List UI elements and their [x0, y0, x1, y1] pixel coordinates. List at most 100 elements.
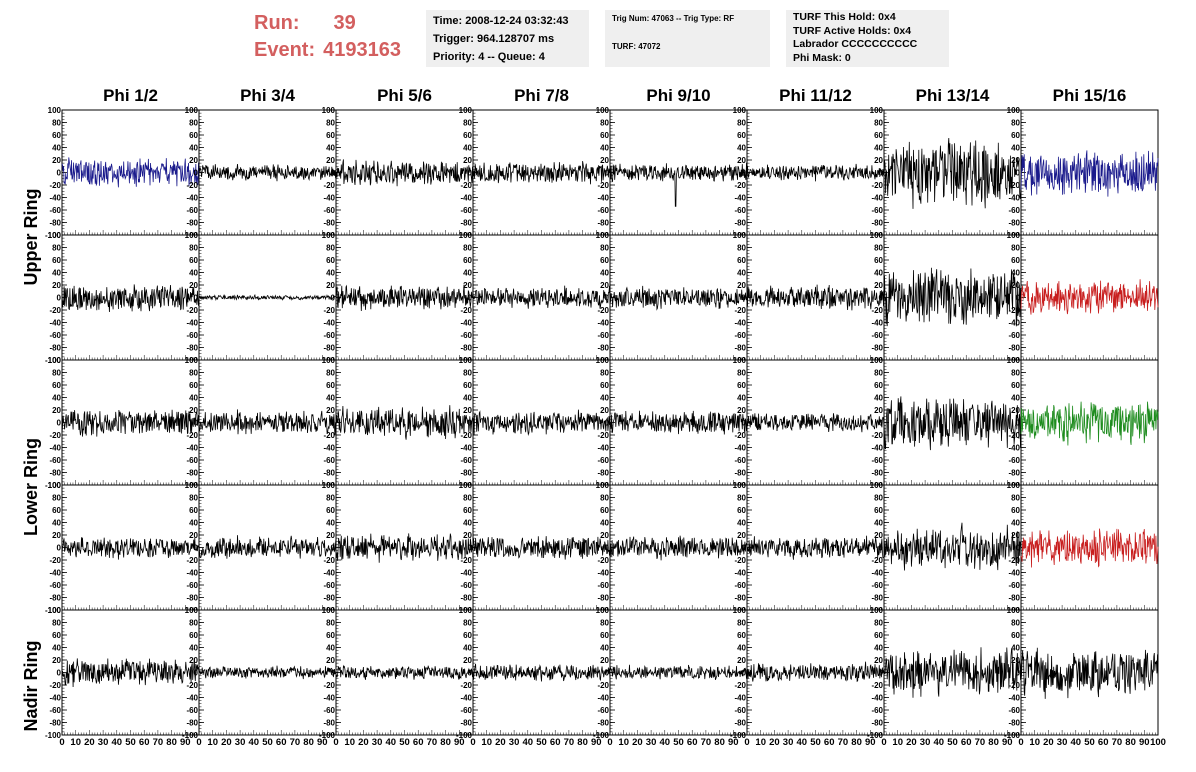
y-tick-label: -80: [186, 469, 198, 478]
y-tick-label: 100: [459, 356, 473, 365]
y-tick-label: 80: [463, 244, 472, 253]
y-tick-label: 0: [194, 669, 199, 678]
waveform-trace: [883, 522, 1022, 571]
x-tick-label: 90: [728, 737, 739, 748]
y-tick-label: 100: [185, 106, 199, 115]
waveform-trace: [335, 284, 474, 312]
y-tick-label: 100: [322, 106, 336, 115]
x-tick-label: 10: [207, 737, 218, 748]
y-tick-label: 60: [874, 131, 883, 140]
x-tick-label: 90: [1002, 737, 1013, 748]
y-tick-label: -20: [460, 556, 472, 565]
y-tick-label: 0: [879, 294, 884, 303]
y-tick-label: -80: [323, 219, 335, 228]
y-tick-label: -100: [456, 731, 473, 740]
y-tick-label: -60: [323, 706, 335, 715]
y-tick-label: -20: [323, 306, 335, 315]
waveform-trace: [198, 163, 337, 182]
y-tick-label: 40: [189, 519, 198, 528]
y-tick-label: 60: [189, 506, 198, 515]
waveform-trace: [609, 535, 748, 561]
x-tick-label: 60: [550, 737, 561, 748]
y-tick-label: 20: [189, 406, 198, 415]
y-tick-label: 80: [52, 119, 61, 128]
y-tick-label: -20: [49, 681, 61, 690]
y-tick-label: -40: [49, 569, 61, 578]
y-tick-label: -40: [49, 444, 61, 453]
y-tick-label: 60: [600, 256, 609, 265]
waveform-trace: [883, 137, 1022, 209]
y-tick-label: 80: [326, 619, 335, 628]
y-tick-label: 100: [459, 606, 473, 615]
y-tick-label: -60: [734, 706, 746, 715]
y-tick-label: -40: [323, 569, 335, 578]
x-tick-label: 40: [386, 737, 397, 748]
y-tick-label: 0: [57, 169, 62, 178]
y-tick-label: -20: [1008, 181, 1020, 190]
y-tick-label: -100: [319, 731, 336, 740]
y-tick-label: -40: [1008, 694, 1020, 703]
x-tick-label: 50: [673, 737, 684, 748]
y-tick-label: 80: [600, 244, 609, 253]
y-tick-label: 0: [57, 419, 62, 428]
y-tick-label: -20: [871, 431, 883, 440]
y-tick-label: -80: [871, 719, 883, 728]
panel-r2-c0: -100 -80 -60 -40 -20 0 20 40 60 80 100: [45, 356, 200, 490]
y-tick-label: -60: [186, 706, 198, 715]
y-tick-label: -60: [460, 206, 472, 215]
y-tick-label: 80: [737, 369, 746, 378]
y-tick-label: -20: [460, 306, 472, 315]
panel-frame: [472, 484, 611, 611]
y-tick-label: 40: [1011, 644, 1020, 653]
y-tick-label: -40: [871, 444, 883, 453]
waveform-trace: [61, 284, 200, 313]
run-event-header: Run: 39 Event: 4193163: [254, 10, 401, 64]
y-tick-label: -60: [871, 581, 883, 590]
waveform-trace: [198, 535, 337, 559]
x-tick-label: 20: [769, 737, 780, 748]
column-header-phi-15-16: Phi 15/16: [1052, 86, 1127, 105]
y-tick-label: -40: [597, 444, 609, 453]
y-tick-label: 100: [48, 106, 62, 115]
x-tick-label: 40: [934, 737, 945, 748]
y-tick-label: -60: [1008, 206, 1020, 215]
waveform-trace: [61, 537, 200, 560]
y-tick-label: -40: [323, 194, 335, 203]
y-tick-label: 20: [189, 531, 198, 540]
waveform-trace: [746, 535, 885, 560]
y-tick-label: 40: [52, 644, 61, 653]
y-tick-label: -40: [871, 569, 883, 578]
y-tick-label: -60: [871, 206, 883, 215]
x-tick-label: 20: [906, 737, 917, 748]
y-tick-label: -80: [460, 594, 472, 603]
x-tick-label: 90: [180, 737, 191, 748]
y-tick-label: 40: [874, 269, 883, 278]
y-tick-label: 80: [1011, 369, 1020, 378]
y-tick-label: -60: [597, 331, 609, 340]
y-tick-label: 20: [189, 281, 198, 290]
x-tick-label: 70: [1112, 737, 1123, 748]
y-tick-label: 0: [468, 544, 473, 553]
waveform-trace: [1020, 647, 1159, 699]
y-tick-label: -100: [45, 481, 62, 490]
x-tick-label: 30: [235, 737, 246, 748]
x-tick-label: 0: [1018, 737, 1023, 748]
y-tick-label: -80: [1008, 719, 1020, 728]
y-tick-label: -20: [1008, 681, 1020, 690]
y-tick-label: -40: [734, 444, 746, 453]
y-tick-label: -80: [186, 344, 198, 353]
y-tick-label: 0: [57, 294, 62, 303]
phi-mask-line: Phi Mask: 0: [793, 51, 851, 64]
y-tick-label: 80: [463, 494, 472, 503]
y-tick-label: -40: [186, 194, 198, 203]
y-tick-label: -100: [1004, 731, 1021, 740]
y-tick-label: -40: [734, 319, 746, 328]
y-tick-label: 100: [870, 106, 884, 115]
y-tick-label: 40: [52, 394, 61, 403]
y-tick-label: -40: [323, 319, 335, 328]
